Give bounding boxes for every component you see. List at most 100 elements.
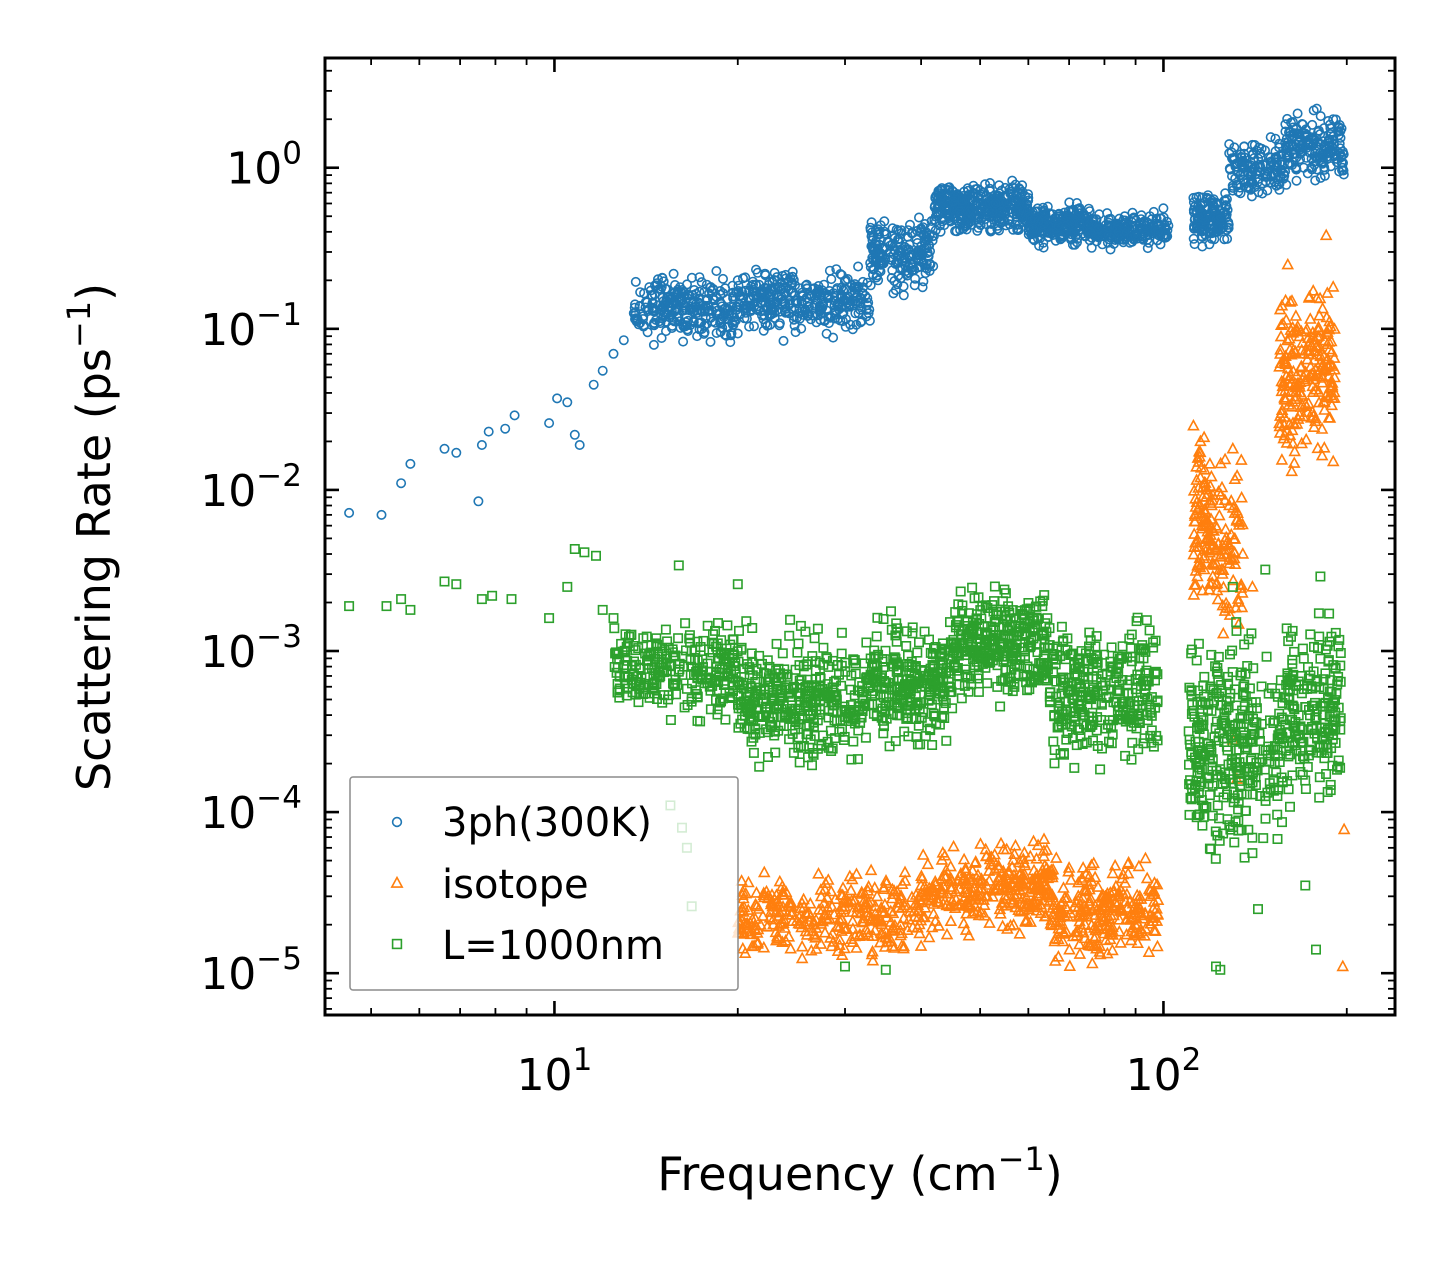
triangle-point [1311, 441, 1325, 454]
triangle-point [1113, 913, 1126, 925]
circle-point [1309, 148, 1320, 159]
triangle-point [886, 882, 899, 895]
square-point [638, 633, 649, 644]
triangle-point [1289, 384, 1303, 397]
square-point [808, 705, 819, 716]
triangle-point [857, 914, 871, 927]
square-point [785, 713, 796, 724]
triangle-point [1209, 540, 1223, 553]
triangle-point [1129, 918, 1142, 931]
triangle-point [1286, 416, 1300, 428]
square-point [1042, 613, 1053, 624]
circle-point [682, 292, 693, 303]
triangle-point [1078, 917, 1092, 930]
square-point [878, 728, 889, 739]
circle-point [838, 308, 849, 319]
circle-point [653, 300, 664, 311]
square-point [642, 651, 653, 662]
circle-point [1307, 119, 1318, 130]
circle-point [737, 273, 748, 284]
triangle-point [777, 916, 790, 929]
circle-point [939, 214, 950, 225]
square-point [733, 722, 744, 733]
circle-point [706, 305, 717, 316]
square-point [651, 693, 662, 704]
triangle-point [774, 899, 787, 912]
triangle-point [940, 898, 954, 911]
square-point [937, 658, 948, 669]
triangle-point [1151, 939, 1164, 952]
triangle-point [1317, 441, 1331, 453]
circle-point [588, 379, 599, 390]
square-point [818, 642, 829, 653]
triangle-point [887, 941, 901, 953]
triangle-point [1198, 512, 1211, 524]
triangle-point [1017, 897, 1031, 910]
triangle-point [1289, 309, 1303, 321]
circle-point [1113, 227, 1124, 238]
circle-point [707, 293, 718, 304]
triangle-point [779, 934, 792, 946]
square-point [1126, 656, 1137, 667]
square-point [614, 692, 625, 703]
triangle-point [1027, 878, 1040, 891]
circle-point [1072, 237, 1083, 248]
circle-point [1160, 222, 1171, 233]
square-point [817, 687, 828, 698]
square-point [806, 760, 817, 771]
circle-point [1260, 160, 1271, 171]
circle-point [574, 439, 585, 450]
square-point [769, 726, 780, 737]
triangle-point [885, 939, 899, 952]
circle-point [1302, 168, 1313, 179]
triangle-point [1018, 867, 1031, 880]
triangle-point [1075, 871, 1089, 883]
triangle-point [966, 906, 979, 919]
triangle-point [1133, 900, 1146, 913]
circle-point [898, 290, 909, 301]
circle-point [1071, 198, 1082, 209]
circle-point [796, 298, 807, 309]
square-point [812, 715, 823, 726]
triangle-point [1218, 604, 1232, 616]
circle-point [597, 365, 608, 376]
square-point [957, 624, 968, 635]
circle-point [911, 234, 922, 245]
triangle-point [841, 894, 854, 906]
data-points-layer [344, 103, 1351, 975]
circle-point [734, 291, 745, 302]
circle-point [1262, 171, 1273, 182]
triangle-point [837, 921, 851, 934]
circle-point [984, 186, 995, 197]
triangle-point [1090, 938, 1103, 950]
triangle-point [777, 888, 790, 900]
circle-point [957, 195, 968, 206]
square-point [663, 642, 674, 653]
square-point [861, 637, 872, 648]
triangle-point [1189, 564, 1203, 576]
square-point [891, 636, 902, 647]
circle-point [853, 261, 864, 272]
triangle-point [1085, 858, 1098, 871]
triangle-point [807, 917, 821, 930]
square-point [612, 687, 623, 698]
triangle-point [1283, 417, 1296, 429]
circle-point [680, 321, 691, 332]
triangle-point [988, 863, 1002, 875]
triangle-point [1299, 397, 1312, 410]
square-point [1078, 666, 1089, 677]
triangle-point [1311, 347, 1324, 360]
triangle-point [1125, 924, 1138, 937]
circle-point [1310, 175, 1321, 186]
triangle-point [918, 901, 932, 913]
circle-point [774, 320, 785, 331]
triangle-point [1206, 556, 1219, 568]
square-point [814, 704, 825, 715]
circle-point [756, 298, 767, 309]
triangle-point [1073, 914, 1086, 927]
circle-point [790, 327, 801, 338]
circle-point [1335, 126, 1346, 137]
circle-point [1271, 152, 1282, 163]
circle-point [1007, 182, 1018, 193]
